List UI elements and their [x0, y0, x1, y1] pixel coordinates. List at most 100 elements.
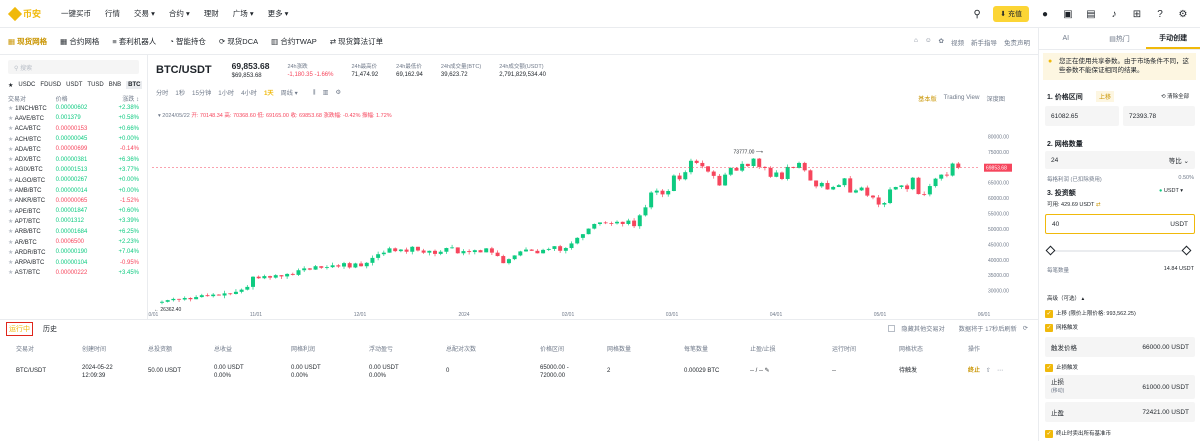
favorite-star-icon[interactable]: ★	[8, 146, 14, 153]
transfer-icon[interactable]: ⇄	[1095, 202, 1101, 208]
nav-square[interactable]: 广场 ▾	[232, 9, 254, 18]
bell-icon[interactable]: ♪	[1111, 8, 1117, 20]
collapse-icon[interactable]: ▾	[158, 113, 163, 119]
favorite-star-icon[interactable]: ★	[8, 218, 14, 225]
interval-1h[interactable]: 1小时	[218, 90, 235, 97]
search-icon[interactable]: ⚲	[973, 8, 981, 20]
favorite-star-icon[interactable]: ★	[8, 198, 14, 205]
list-item[interactable]: ★ ARB/BTC 0.00001684 +6.25%	[0, 227, 147, 237]
drawing-icon[interactable]: ▥	[322, 89, 329, 96]
hide-pairs-checkbox[interactable]	[888, 325, 896, 332]
favorite-star-icon[interactable]: ★	[8, 239, 14, 246]
col-price[interactable]: 价格	[55, 96, 68, 103]
list-item[interactable]: ★ AAVE/BTC 0.001379 +0.58%	[0, 113, 147, 123]
slider-max-handle[interactable]	[1181, 245, 1192, 256]
favorite-star-icon[interactable]: ★	[8, 115, 14, 122]
stop-loss-input[interactable]: 止损 (移动) 61000.00 USDT	[1045, 375, 1195, 399]
view-basic[interactable]: 基本版	[918, 96, 937, 103]
tab-hot[interactable]: ▤ 热门	[1093, 28, 1147, 49]
tab-spot-algo[interactable]: ⇄ 现货算法订单	[329, 36, 384, 46]
stop-trigger-option[interactable]: ✓ 止损触发	[1045, 363, 1078, 372]
share-icon[interactable]: ⇧	[986, 368, 992, 374]
tab-rebalance[interactable]: ◔ 智能持仓	[169, 36, 206, 46]
list-item[interactable]: ★ 1INCH/BTC 0.00000602 +2.38%	[0, 103, 147, 113]
home-icon[interactable]: ⌂	[913, 37, 918, 44]
tab-ai[interactable]: AI	[1062, 35, 1070, 42]
list-item[interactable]: ★ ARDR/BTC 0.00000190 +7.04%	[0, 247, 147, 257]
nav-trade[interactable]: 交易 ▾	[134, 9, 155, 18]
chart-settings-icon[interactable]: ⚙	[335, 89, 342, 96]
community-icon[interactable]: ☺	[924, 37, 932, 44]
favorites-star-icon[interactable]: ★	[8, 82, 14, 89]
view-tradingview[interactable]: Trading View	[943, 94, 980, 101]
cell-tpsl[interactable]: -- / -- ✎	[750, 367, 770, 375]
favorite-star-icon[interactable]: ★	[8, 157, 14, 164]
sell-all-option[interactable]: ✓ 终止时卖出所有基准币	[1045, 429, 1111, 438]
candlestick-chart[interactable]: 80000.0075000.0070000.0065000.0060000.00…	[148, 119, 1013, 319]
orders-icon[interactable]: ▤	[1086, 8, 1096, 20]
invest-coin-select[interactable]: ● USDT ▾	[1159, 188, 1183, 194]
range-mode-badge[interactable]: 上移	[1096, 91, 1115, 102]
nav-buy-crypto[interactable]: 一键买币	[61, 9, 92, 18]
check-icon[interactable]: ✓	[1045, 429, 1053, 438]
grid-count-input[interactable]: 24 等比 ⌄	[1045, 151, 1195, 169]
view-depth[interactable]: 深度图	[986, 96, 1005, 103]
edit-icon[interactable]: ✎	[764, 368, 770, 374]
invest-slider[interactable]	[1045, 245, 1192, 256]
tab-running[interactable]: 运行中	[6, 321, 33, 336]
nav-futures[interactable]: 合约 ▾	[168, 9, 190, 18]
indicator-icon[interactable]: ⫼	[312, 88, 316, 96]
list-item[interactable]: ★ AST/BTC 0.00000222 +3.45%	[0, 268, 147, 278]
quote-usdt[interactable]: USDT	[66, 82, 83, 88]
check-icon[interactable]: ✓	[1045, 323, 1053, 332]
quote-btc[interactable]: BTC	[126, 81, 143, 89]
list-item[interactable]: ★ ALGO/BTC 0.00000267 +0.00%	[0, 175, 147, 185]
disclaimer-link[interactable]: 免责声明	[1004, 40, 1030, 47]
interval-4h[interactable]: 4小时	[241, 90, 257, 97]
favorite-star-icon[interactable]: ★	[8, 167, 14, 174]
wallet-icon[interactable]: ▣	[1063, 8, 1073, 20]
advanced-toggle[interactable]: 高级（可选） ▴	[1047, 296, 1085, 302]
grid-trigger-option[interactable]: ✓ 网格触发	[1045, 323, 1078, 332]
tab-history[interactable]: 历史	[43, 325, 57, 333]
brand-logo[interactable]: 币安	[7, 6, 41, 21]
video-link[interactable]: 视频	[951, 40, 964, 47]
interval-15m[interactable]: 15分钟	[192, 90, 212, 97]
quote-tusd[interactable]: TUSD	[87, 82, 104, 88]
gift-icon[interactable]: ✿	[938, 38, 944, 45]
tab-manual[interactable]: 手动创建	[1146, 28, 1200, 49]
interval-week[interactable]: 周线 ▾	[280, 90, 298, 97]
help-icon[interactable]: ?	[1157, 8, 1163, 20]
invest-amount-input[interactable]: 40 USDT	[1045, 214, 1195, 234]
favorite-star-icon[interactable]: ★	[8, 260, 14, 267]
qr-icon[interactable]: ⊞	[1132, 8, 1142, 20]
interval-1s[interactable]: 1秒	[175, 90, 186, 97]
terminate-button[interactable]: 终止	[968, 368, 981, 374]
list-item[interactable]: ★ ACH/BTC 0.00000045 +0.00%	[0, 134, 147, 144]
interval-1d[interactable]: 1天	[263, 90, 274, 97]
favorite-star-icon[interactable]: ★	[8, 126, 14, 133]
list-item[interactable]: ★ ACA/BTC 0.00000153 +0.66%	[0, 124, 147, 134]
favorite-star-icon[interactable]: ★	[8, 188, 14, 195]
list-item[interactable]: ★ ARPA/BTC 0.00000104 -0.95%	[0, 257, 147, 267]
tab-spot-grid[interactable]: ▦ 现货网格	[8, 36, 48, 46]
refresh-icon[interactable]: ⟳	[1022, 325, 1028, 332]
nav-earn[interactable]: 理财	[203, 9, 219, 18]
market-search-input[interactable]: ⚲ 搜索	[8, 60, 139, 74]
favorite-star-icon[interactable]: ★	[8, 105, 14, 112]
quote-usdc[interactable]: USDC	[18, 82, 36, 88]
check-icon[interactable]: ✓	[1045, 309, 1053, 318]
list-item[interactable]: ★ ADX/BTC 0.00000381 +6.36%	[0, 154, 147, 164]
quote-bnb[interactable]: BNB	[108, 82, 122, 88]
slider-handle[interactable]	[1045, 245, 1056, 256]
grid-type-select[interactable]: 等比 ⌄	[1168, 158, 1189, 165]
interval-time[interactable]: 分时	[156, 90, 169, 97]
settings-icon[interactable]: ⚙	[1178, 8, 1188, 20]
col-pair[interactable]: 交易对	[8, 96, 27, 103]
col-change[interactable]: 涨跌 ↕	[122, 96, 140, 103]
favorite-star-icon[interactable]: ★	[8, 249, 14, 256]
clear-all-button[interactable]: ⟲ 清除全部	[1161, 94, 1190, 100]
quote-fdusd[interactable]: FDUSD	[40, 82, 62, 88]
list-item[interactable]: ★ APT/BTC 0.0001312 +3.39%	[0, 216, 147, 226]
list-item[interactable]: ★ APE/BTC 0.00001847 +0.60%	[0, 206, 147, 216]
